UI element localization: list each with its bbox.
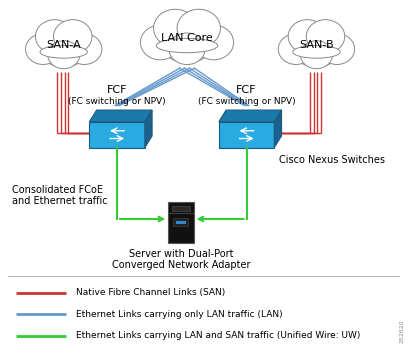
Circle shape	[53, 20, 92, 53]
Ellipse shape	[39, 44, 88, 60]
Ellipse shape	[292, 44, 341, 60]
Ellipse shape	[40, 46, 87, 58]
Ellipse shape	[155, 37, 219, 54]
Circle shape	[35, 20, 74, 53]
Polygon shape	[89, 110, 152, 122]
FancyBboxPatch shape	[172, 206, 190, 211]
Ellipse shape	[156, 38, 218, 53]
Circle shape	[300, 41, 332, 69]
Ellipse shape	[293, 46, 340, 58]
Circle shape	[158, 13, 216, 63]
Text: LAN Core: LAN Core	[161, 33, 213, 43]
Text: Cisco Nexus Switches: Cisco Nexus Switches	[279, 155, 386, 165]
Text: SAN-B: SAN-B	[299, 40, 334, 50]
Polygon shape	[219, 122, 275, 148]
FancyBboxPatch shape	[176, 220, 186, 224]
Circle shape	[177, 9, 220, 47]
Circle shape	[25, 34, 61, 65]
Text: FCF: FCF	[107, 85, 127, 95]
Circle shape	[48, 41, 80, 69]
Polygon shape	[275, 110, 282, 148]
Circle shape	[278, 34, 314, 65]
Text: SAN-A: SAN-A	[46, 40, 81, 50]
Polygon shape	[89, 122, 145, 148]
Circle shape	[141, 25, 180, 60]
Text: 252620: 252620	[400, 319, 405, 343]
Text: Consolidated FCoE
and Ethernet traffic: Consolidated FCoE and Ethernet traffic	[12, 185, 108, 206]
Circle shape	[288, 20, 327, 53]
Text: (FC switching or NPV): (FC switching or NPV)	[68, 97, 166, 106]
Text: Ethernet Links carrying LAN and SAN traffic (Unified Wire: UW): Ethernet Links carrying LAN and SAN traf…	[76, 331, 360, 340]
Text: (FC switching or NPV): (FC switching or NPV)	[198, 97, 296, 106]
Circle shape	[319, 34, 355, 65]
Polygon shape	[145, 110, 152, 148]
Circle shape	[306, 20, 345, 53]
Circle shape	[154, 9, 197, 47]
Circle shape	[169, 33, 205, 65]
Polygon shape	[219, 110, 282, 122]
Text: FCF: FCF	[236, 85, 257, 95]
Text: Server with Dual-Port
Converged Network Adapter: Server with Dual-Port Converged Network …	[112, 248, 250, 270]
FancyBboxPatch shape	[173, 218, 189, 226]
Circle shape	[291, 23, 342, 67]
Circle shape	[67, 34, 102, 65]
Text: Ethernet Links carrying only LAN traffic (LAN): Ethernet Links carrying only LAN traffic…	[76, 309, 283, 319]
Circle shape	[194, 25, 233, 60]
FancyBboxPatch shape	[168, 202, 194, 243]
Circle shape	[38, 23, 89, 67]
Text: Native Fibre Channel Links (SAN): Native Fibre Channel Links (SAN)	[76, 288, 225, 297]
